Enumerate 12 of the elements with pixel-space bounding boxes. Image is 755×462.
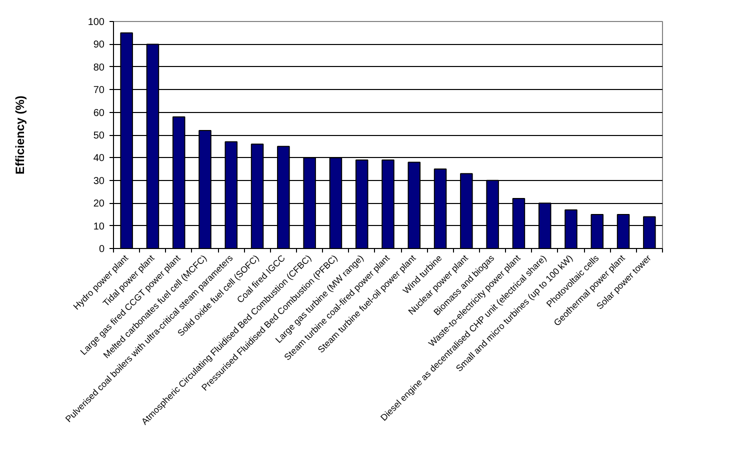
- y-tick-label: 10: [93, 221, 105, 232]
- y-tick-label: 100: [88, 17, 105, 28]
- y-axis-title: Efficiency (%): [12, 96, 27, 174]
- y-tick-label: 90: [93, 40, 105, 51]
- y-tick-label: 80: [93, 62, 105, 74]
- y-tick-label: 0: [98, 244, 105, 255]
- y-tick-label: 60: [93, 108, 105, 119]
- y-tick-label: 70: [93, 85, 105, 96]
- y-tick-label: 40: [93, 153, 105, 164]
- y-tick-label: 20: [93, 198, 105, 210]
- y-tick-label: 50: [93, 130, 105, 142]
- y-tick-label: 30: [93, 176, 105, 187]
